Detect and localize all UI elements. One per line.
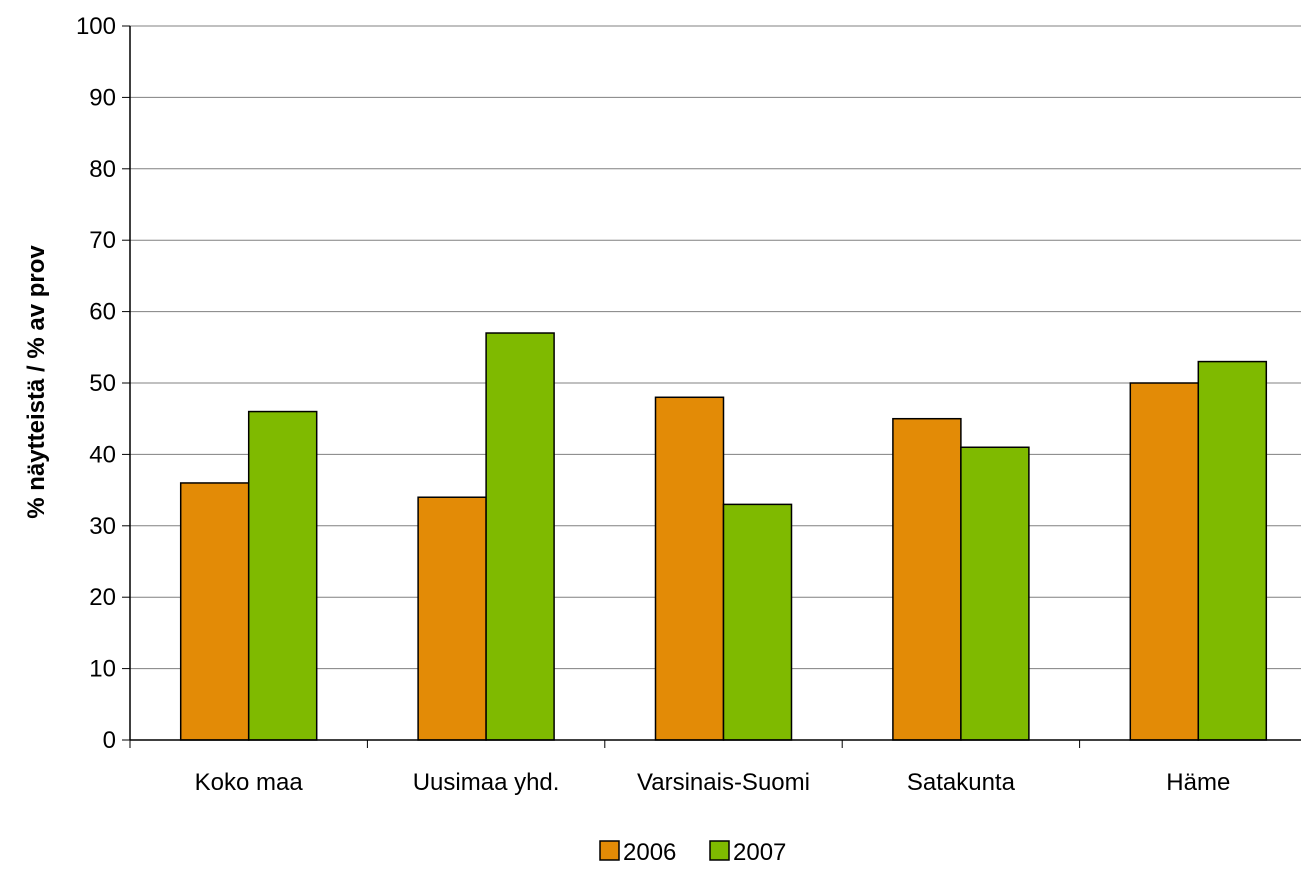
y-tick-label: 100	[76, 13, 116, 40]
bar-2006-0	[179, 482, 250, 741]
y-axis-ticks: 0 10 20 30 40 50 60 70 80 90 100	[76, 13, 130, 754]
bar-2007-2	[722, 503, 793, 741]
y-tick-label: 40	[89, 441, 116, 468]
bar-2007-3	[960, 446, 1030, 741]
bar-2006-1	[417, 496, 487, 741]
y-tick-label: 30	[89, 513, 116, 540]
y-tick-label: 20	[89, 584, 116, 611]
x-tick-label: Varsinais-Suomi	[637, 769, 810, 796]
y-tick-label: 60	[89, 299, 116, 326]
x-tick-label: Häme	[1166, 769, 1230, 796]
bar-2006-2	[654, 396, 725, 741]
bar-2007-0	[247, 410, 318, 741]
bar-2007-4	[1197, 360, 1268, 741]
y-tick-label: 80	[89, 156, 116, 183]
legend-swatch-2007	[709, 840, 730, 861]
legend-swatch-2006	[599, 840, 620, 861]
x-tick-label: Koko maa	[195, 769, 304, 796]
legend-label-2007: 2007	[733, 839, 786, 866]
bar-2006-3	[892, 417, 962, 741]
x-axis-ticks: Koko maa Uusimaa yhd. Varsinais-Suomi Satak…	[129, 740, 1230, 796]
x-tick-label: Uusimaa yhd.	[413, 769, 560, 796]
bar-2007-1	[485, 332, 555, 741]
x-tick-label: Satakunta	[907, 769, 1016, 796]
y-tick-label: 0	[103, 727, 116, 754]
axes	[129, 26, 1301, 741]
y-tick-label: 90	[89, 84, 116, 111]
y-tick-label: 10	[89, 656, 116, 683]
y-axis-title: % näytteistä / % av prov	[23, 245, 50, 519]
gridlines	[130, 25, 1301, 670]
y-tick-label: 70	[89, 227, 116, 254]
y-tick-label: 50	[89, 370, 116, 397]
bars	[179, 332, 1268, 741]
legend-label-2006: 2006	[623, 839, 676, 866]
bar-2006-4	[1129, 382, 1200, 741]
legend: 2006 2007	[599, 839, 786, 866]
